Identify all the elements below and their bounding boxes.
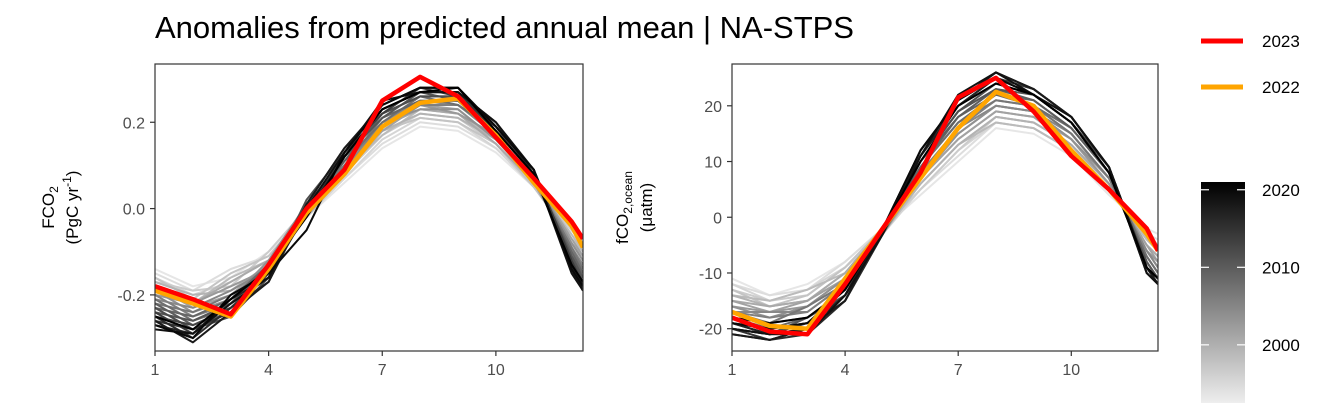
series-group — [732, 71, 1158, 341]
y-tick-label: 0 — [713, 210, 722, 227]
colorbar — [1201, 182, 1245, 403]
series-line-2016 — [732, 71, 1158, 341]
y-axis-label: fCO2,ocean (μatm) — [613, 171, 656, 244]
x-tick-label: 4 — [841, 362, 850, 379]
y-tick-label: 0.2 — [123, 115, 145, 132]
x-tick-label: 7 — [954, 362, 963, 379]
series-line-2001 — [732, 110, 1158, 308]
x-tick-label: 7 — [378, 362, 387, 379]
legend: 2023 2022 2020 2010 2000 — [1201, 32, 1300, 403]
y-tick-label: -20 — [699, 322, 722, 339]
x-tick-label: 1 — [151, 362, 160, 379]
y-tick-label: 20 — [704, 99, 722, 116]
y-tick-label: 0.0 — [123, 202, 145, 219]
series-line-2018 — [732, 71, 1158, 341]
x-tick-label: 4 — [264, 362, 273, 379]
x-tick-label: 10 — [1062, 362, 1080, 379]
series-line-2019 — [732, 71, 1158, 336]
colorbar-label: 2010 — [1262, 258, 1300, 277]
series-line-2002 — [732, 110, 1158, 313]
colorbar-label: 2000 — [1262, 336, 1300, 355]
y-tick-label: -10 — [699, 266, 722, 283]
series-line-2021 — [732, 82, 1158, 325]
y-axis-label: FCO2 (PgC yr-1) — [39, 171, 82, 245]
y-tick-label: -0.2 — [117, 288, 145, 305]
chart-title: Anomalies from predicted annual mean | N… — [155, 10, 854, 45]
panel-2: 1 4 7 10 -20 -10 0 10 20 fCO2,ocean (μatm) — [613, 63, 1159, 379]
panel-border — [731, 63, 1159, 352]
panel-border — [154, 63, 584, 352]
series-line-1994 — [732, 127, 1158, 297]
panel-1: 1 4 7 10 -0.2 0.0 0.2 FCO2 (PgC yr-1) — [39, 63, 584, 379]
y-tick-label: 10 — [704, 155, 722, 172]
x-tick-label: 10 — [487, 362, 505, 379]
legend-label-2022: 2022 — [1262, 78, 1300, 97]
series-group — [155, 74, 583, 344]
colorbar-label: 2020 — [1262, 181, 1300, 200]
series-line-2023 — [155, 74, 583, 317]
series-line-2023 — [732, 75, 1158, 337]
legend-label-2023: 2023 — [1262, 32, 1300, 51]
x-tick-label: 1 — [728, 362, 737, 379]
series-line-2021 — [155, 86, 583, 331]
